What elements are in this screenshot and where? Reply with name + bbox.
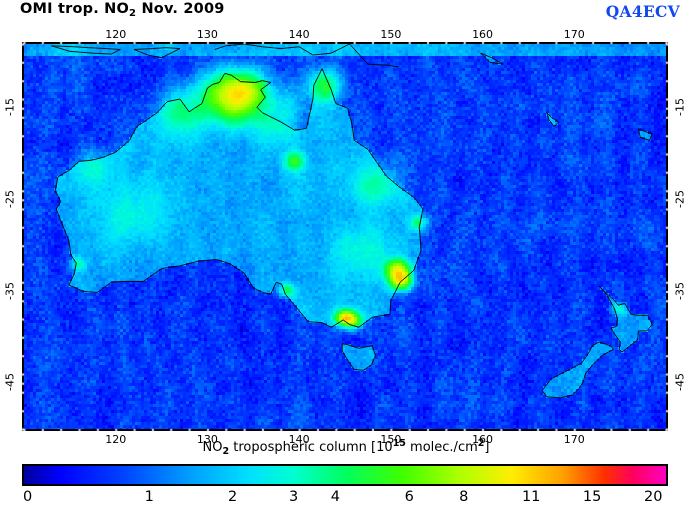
caption-mid: tropospheric column [10 [229,440,393,455]
title-prefix: OMI trop. NO [20,1,130,17]
colorbar-tick-label: 8 [459,489,469,505]
caption-end: ] [484,440,490,455]
y-tick-label-left: -25 [3,189,17,208]
y-tick-label-right: -35 [673,281,687,300]
x-tick-label-bottom: 150 [380,433,402,446]
no2-heatmap-canvas [24,44,666,429]
x-tick-label-bottom: 170 [563,433,585,446]
x-tick-label-top: 130 [196,28,218,41]
x-tick-label-top: 150 [380,28,402,41]
x-tick-label-top: 120 [105,28,127,41]
x-tick-label-top: 140 [288,28,310,41]
title-subscript: 2 [129,8,137,19]
caption-pre: NO [202,440,223,455]
x-tick-label-bottom: 160 [472,433,494,446]
x-tick-label-bottom: 120 [105,433,127,446]
y-tick-label-left: -45 [3,373,17,392]
x-tick-label-top: 170 [563,28,585,41]
caption-post: molec./cm [405,440,478,455]
caption-sup2: 2 [477,438,485,449]
colorbar-tick-label: 15 [582,489,602,505]
colorbar-tick-label: 3 [289,489,299,505]
caption-sub: 2 [222,446,230,457]
colorbar-tick-label: 11 [521,489,541,505]
y-tick-label-left: -15 [3,98,17,117]
colorbar-tick-label: 0 [23,489,33,505]
y-tick-label-right: -25 [673,189,687,208]
colorbar-tick-label: 20 [644,489,663,505]
x-tick-label-bottom: 130 [196,433,218,446]
colorbar-gradient [24,466,666,484]
figure-title: OMI trop. NO2 Nov. 2009 [20,1,225,19]
x-tick-label-bottom: 140 [288,433,310,446]
map-plot-frame [22,42,668,431]
colorbar-tick-label: 6 [404,489,414,505]
colorbar-tick-label: 4 [330,489,340,505]
y-tick-label-right: -15 [673,98,687,117]
title-suffix: Nov. 2009 [136,1,225,17]
caption-sup: 15 [392,438,406,449]
x-tick-label-top: 160 [472,28,494,41]
y-tick-label-left: -35 [3,281,17,300]
y-tick-label-right: -45 [673,373,687,392]
qa4ecv-logo: QA4ECV [605,2,680,21]
colorbar-tick-label: 2 [228,489,238,505]
colorbar-tick-label: 1 [144,489,154,505]
colorbar [22,464,668,486]
colorbar-caption: NO2 tropospheric column [1015 molec./cm2… [0,438,692,457]
